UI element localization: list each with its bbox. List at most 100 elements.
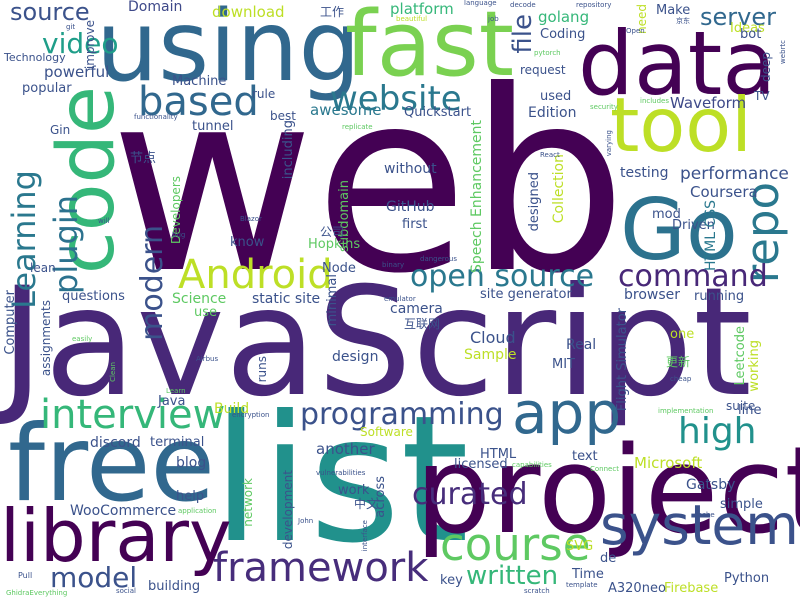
word-html-css: HTML CSS [703, 200, 719, 271]
word-quickstart: Quickstart [404, 105, 472, 120]
word-another: another [316, 440, 375, 458]
word-used: used [540, 89, 572, 104]
word-help: help [176, 489, 205, 504]
word-tool: tool [610, 81, 753, 169]
word-site-generator: site generator [480, 287, 572, 302]
word-leetcode: Leetcode [733, 326, 748, 386]
word-pytorch: pytorch [534, 49, 561, 57]
word-speech-enhancement: Speech Enhancement [469, 120, 485, 273]
word-development: development [281, 470, 295, 550]
word-de: de [600, 551, 617, 566]
word-decode: decode [510, 1, 536, 9]
word-git: git [66, 23, 76, 31]
word-lean: lean [30, 261, 56, 275]
word-github: GitHub [386, 199, 435, 215]
word-server: server [700, 3, 776, 31]
word-model: model [50, 561, 138, 594]
word-dangerous: dangerous [420, 255, 458, 263]
word-make: Make [656, 3, 691, 18]
word-fast: fast [345, 0, 515, 97]
word-key: key [440, 573, 463, 588]
word-text: text [572, 449, 598, 464]
word-terminal: terminal [150, 435, 205, 450]
word-programming: programming [300, 397, 504, 432]
word-powerful: powerful [44, 63, 110, 81]
word-request: request [520, 63, 566, 77]
word-beautiful: beautiful [396, 15, 428, 23]
word-building: building [148, 579, 201, 594]
word-performance: performance [680, 164, 789, 184]
word-blazor: Blazor [240, 215, 262, 223]
word-framework: framework [213, 545, 429, 591]
word-discord: discord [90, 435, 141, 451]
word-app: app [512, 379, 622, 447]
word-bug: bug [172, 231, 186, 239]
word-capabilities: capabilities [512, 461, 552, 469]
word-microsoft: Microsoft [634, 454, 703, 472]
word-varying: varying [605, 130, 613, 157]
word-high: high [678, 411, 757, 452]
word-system: system [600, 493, 799, 557]
word-modern: modern [135, 225, 170, 341]
word-edition: Edition [528, 105, 577, 121]
word-design: design [332, 349, 379, 365]
word-gatsby: Gatsby [686, 477, 736, 493]
word-licensed: licensed [454, 457, 508, 472]
word-video: video [42, 27, 119, 60]
word-scratch: scratch [524, 587, 550, 595]
word-waveform: Waveform [670, 94, 747, 112]
word-runs: runs [255, 356, 269, 383]
word-node: Node [322, 261, 356, 276]
word-connect: Connect [590, 465, 619, 473]
word-flight-simulator: Flight Simulator [615, 308, 630, 412]
word-technology: Technology [4, 51, 66, 64]
word-source: source [10, 0, 90, 26]
word-free: free [8, 403, 216, 525]
word-plugin: plugin [47, 195, 85, 294]
word-android: Android [178, 252, 333, 298]
word-tv: TV [754, 89, 770, 103]
word-web: web [110, 37, 627, 328]
word-curated: curated [412, 477, 528, 512]
word-coding: Coding [540, 27, 586, 42]
word-sample: Sample [464, 347, 517, 363]
word-first: first [402, 217, 428, 232]
word-golang: golang [538, 8, 590, 26]
word-including: including [281, 120, 296, 180]
word-template: template [566, 581, 598, 589]
word-jingdong: 京东 [676, 17, 690, 25]
word-john: John [298, 517, 314, 525]
word-clean: Clean [109, 362, 117, 382]
word-gongzuo: 工作 [320, 5, 345, 19]
word-driven: Driven [672, 218, 715, 233]
word-improve: improve [83, 20, 97, 70]
word-real: Real [566, 337, 597, 353]
word-easily: easily [72, 335, 93, 343]
word-go: Go [620, 181, 738, 280]
word-website: website [330, 79, 462, 119]
word-use: use [194, 305, 218, 320]
word-file: file [508, 14, 538, 54]
word-repository: repository [576, 1, 612, 9]
word-woocommerce: WooCommerce [70, 503, 177, 519]
word-collection: Collection [551, 154, 567, 224]
word-domain: Domain [128, 0, 183, 15]
word-cheap: cheap [670, 375, 692, 383]
word-java: Java [158, 394, 186, 409]
word-one: one [670, 327, 695, 342]
word-implementation: implementation [658, 407, 714, 415]
word-application: application [178, 507, 217, 515]
word-python: Python [724, 571, 770, 586]
word-line: line [738, 403, 762, 418]
word-gengxin: 更新 [666, 355, 691, 369]
word-includes: includes [640, 97, 670, 105]
word-vulnerabilities: vulnerabilities [316, 469, 366, 477]
word-browser: browser [624, 287, 681, 303]
word-download: download [212, 3, 285, 21]
word-encryption: encryption [232, 411, 270, 419]
word-library: library [0, 494, 232, 578]
word-minimal: minimal [325, 274, 340, 327]
word-gin: Gin [50, 123, 71, 137]
word-based: based [138, 79, 259, 125]
word-project: project [415, 422, 800, 561]
